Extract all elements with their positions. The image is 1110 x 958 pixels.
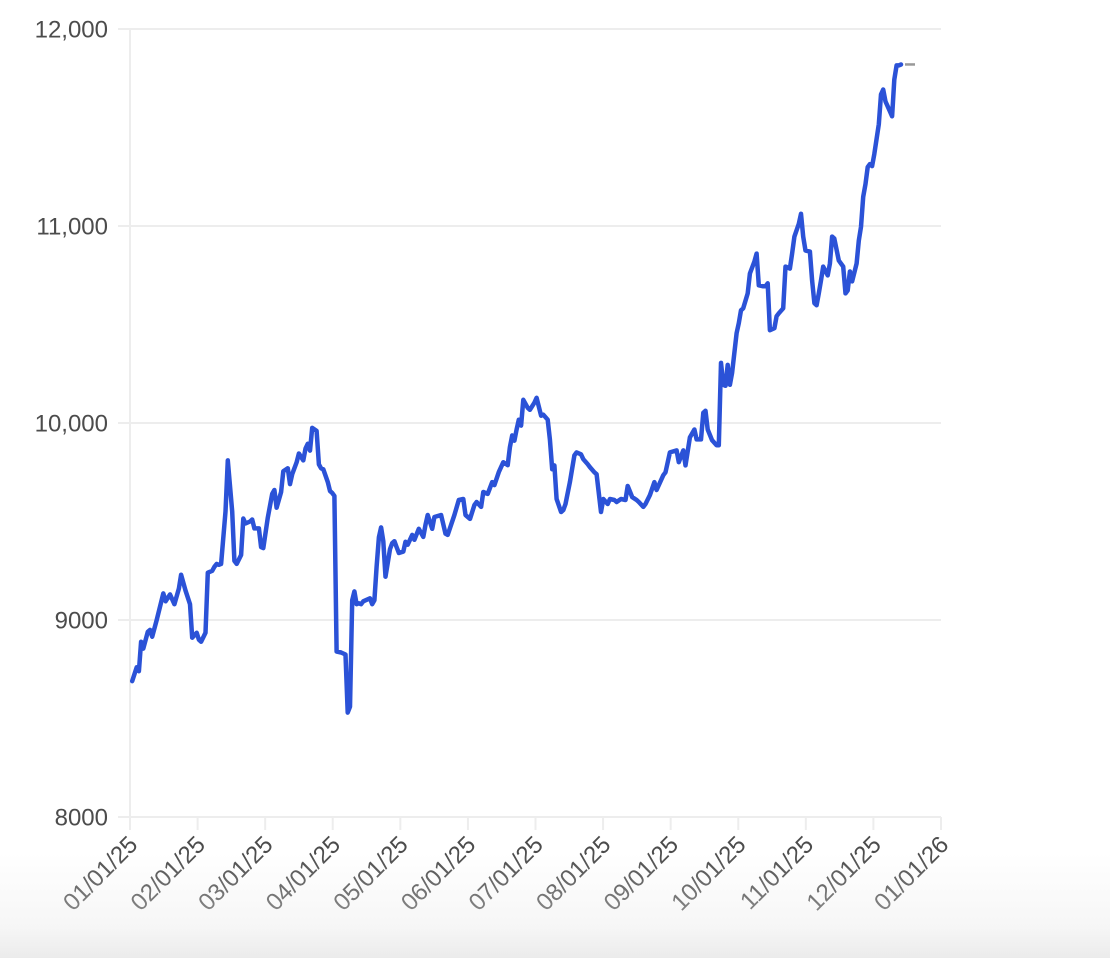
y-axis-tick-label: 9000 xyxy=(55,608,108,635)
y-axis-tick-label: 8000 xyxy=(55,805,108,832)
x-axis-tick-label: 09/01/25 xyxy=(599,831,684,916)
y-axis-tick-label: 10,000 xyxy=(35,411,108,438)
x-axis-tick-label: 01/01/25 xyxy=(58,831,143,916)
y-axis-tick-label: 11,000 xyxy=(36,214,108,241)
x-axis-tick-label: 01/01/26 xyxy=(869,831,954,916)
x-axis-tick-label: 04/01/25 xyxy=(261,831,346,916)
x-axis-tick-label: 07/01/25 xyxy=(464,831,549,916)
x-axis-tick-label: 02/01/25 xyxy=(126,831,211,916)
x-axis-tick-label: 03/01/25 xyxy=(193,831,278,916)
x-axis-tick-label: 08/01/25 xyxy=(531,831,616,916)
x-axis-tick-label: 12/01/25 xyxy=(802,831,887,916)
x-axis-tick-label: 06/01/25 xyxy=(396,831,481,916)
x-axis-tick-label: 10/01/25 xyxy=(666,831,751,916)
price-line[interactable] xyxy=(129,62,904,715)
x-axis-tick-label: 05/01/25 xyxy=(328,831,413,916)
y-axis-tick-label: 12,000 xyxy=(35,17,108,44)
